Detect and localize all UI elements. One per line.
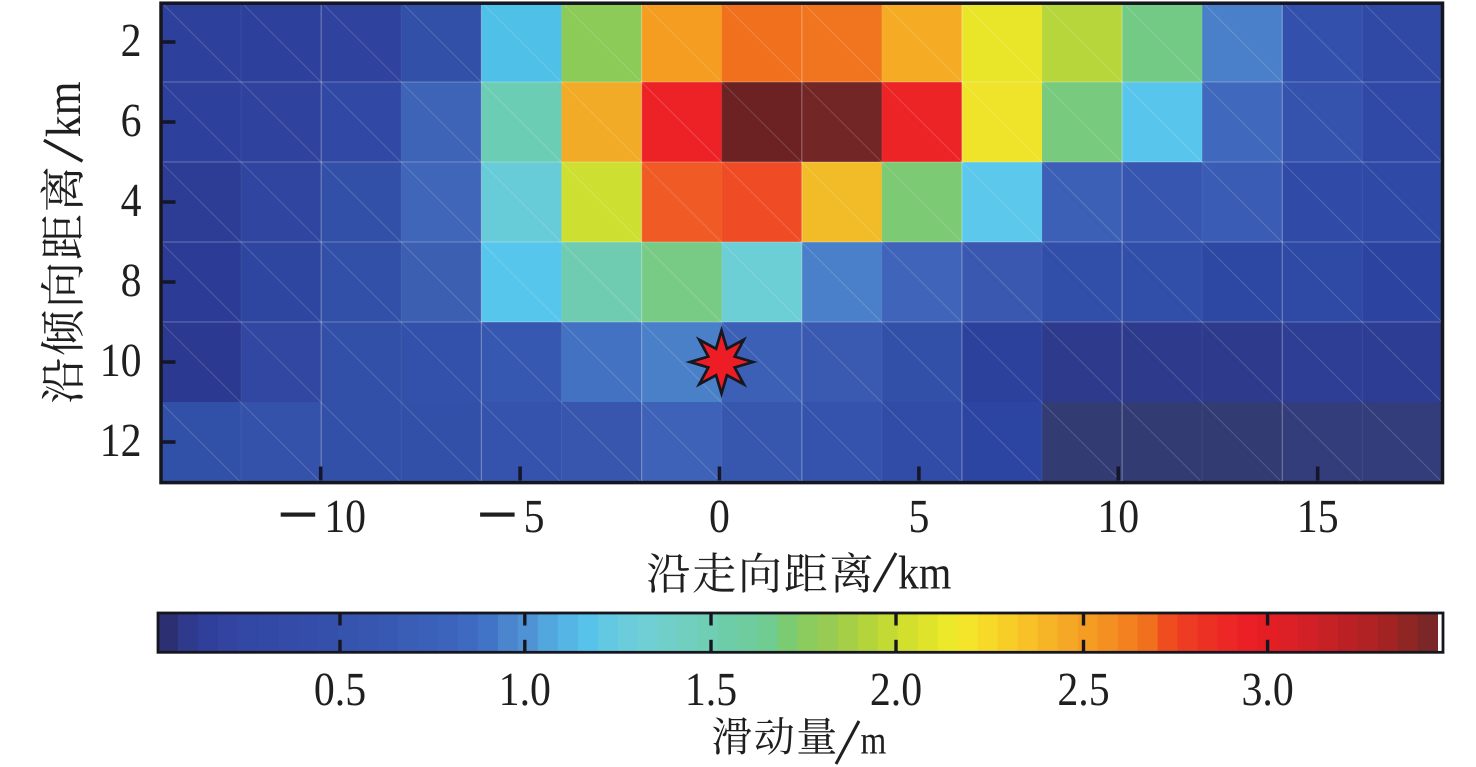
- svg-text:0: 0: [709, 491, 730, 543]
- svg-text:6: 6: [121, 95, 142, 147]
- svg-text:5: 5: [908, 491, 929, 543]
- svg-text:2: 2: [121, 15, 142, 67]
- svg-text:10: 10: [100, 335, 142, 387]
- svg-text:km: km: [36, 82, 91, 138]
- svg-text:m: m: [861, 718, 887, 763]
- svg-text:10: 10: [324, 491, 366, 543]
- svg-text:0.5: 0.5: [314, 664, 366, 716]
- svg-text:15: 15: [1297, 491, 1339, 543]
- svg-text:2.5: 2.5: [1057, 664, 1109, 716]
- svg-text:4: 4: [121, 175, 142, 227]
- svg-text:2.0: 2.0: [870, 664, 922, 716]
- svg-text:1.5: 1.5: [685, 664, 737, 716]
- svg-text:km: km: [898, 548, 951, 600]
- svg-text:5: 5: [524, 491, 545, 543]
- svg-text:1.0: 1.0: [499, 664, 551, 716]
- svg-text:12: 12: [100, 415, 142, 467]
- svg-text:3.0: 3.0: [1241, 664, 1293, 716]
- svg-text:8: 8: [121, 255, 142, 307]
- svg-text:10: 10: [1097, 491, 1139, 543]
